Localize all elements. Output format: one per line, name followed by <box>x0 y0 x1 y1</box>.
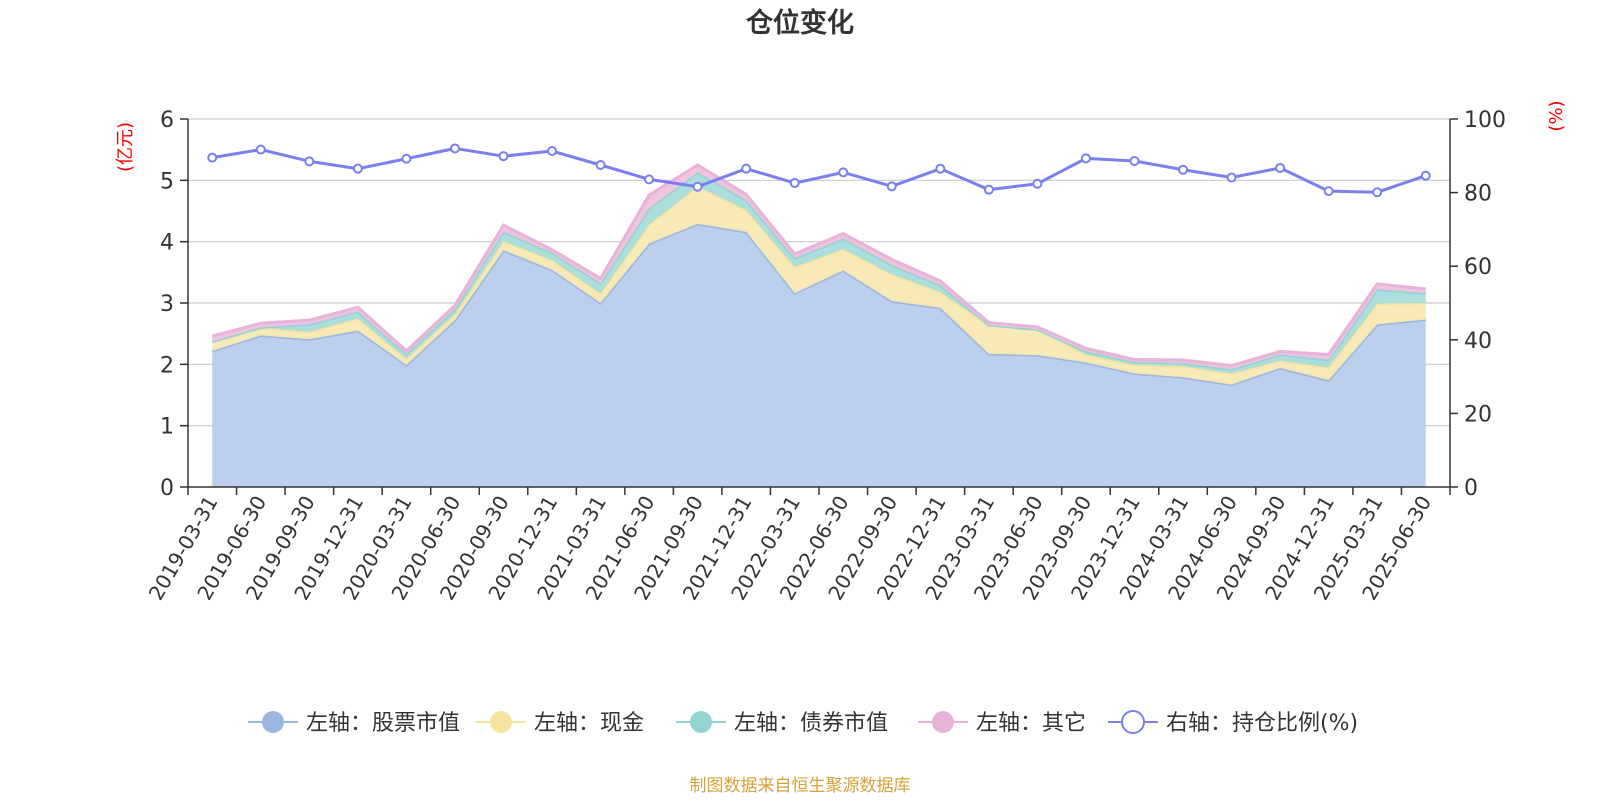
line-右轴：持仓比例(%) <box>212 146 1427 194</box>
left-axis-tick-label: 0 <box>160 476 174 501</box>
legend-label: 左轴：其它 <box>976 711 1086 736</box>
right-axis-tick-label: 0 <box>1464 476 1478 501</box>
right-axis-tick-label: 80 <box>1464 182 1492 207</box>
line-point[interactable] <box>935 163 946 174</box>
line-point[interactable] <box>789 178 800 189</box>
legend-circle-icon <box>932 711 954 733</box>
line-point[interactable] <box>741 163 752 174</box>
line-point[interactable] <box>352 163 363 174</box>
legend-circle-icon <box>490 711 512 733</box>
right-axis-tick-label: 100 <box>1464 108 1506 133</box>
left-axis-tick-label: 4 <box>160 231 174 256</box>
line-point[interactable] <box>1080 153 1091 164</box>
left-axis-tick-label: 6 <box>160 108 174 133</box>
left-axis-tick-label: 2 <box>160 353 174 378</box>
line-point[interactable] <box>1372 187 1383 198</box>
position-ratio-line <box>207 143 1431 198</box>
line-point[interactable] <box>838 167 849 178</box>
line-point[interactable] <box>1420 170 1431 181</box>
line-point[interactable] <box>401 153 412 164</box>
line-point[interactable] <box>692 181 703 192</box>
line-point[interactable] <box>886 181 897 192</box>
line-point[interactable] <box>449 143 460 154</box>
left-axis-tick-label: 5 <box>160 169 174 194</box>
chart-title: 仓位变化 <box>745 7 854 39</box>
area-左轴：股票市值 <box>212 223 1426 487</box>
legend-item[interactable]: 左轴：现金 <box>476 711 644 736</box>
data-source-note: 制图数据来自恒生聚源数据库 <box>690 776 911 796</box>
line-point[interactable] <box>304 156 315 167</box>
legend-circle-icon <box>1121 710 1145 734</box>
left-axis-tick-label: 3 <box>160 292 174 317</box>
legend-item[interactable]: 左轴：债券市值 <box>676 711 888 736</box>
line-point[interactable] <box>1178 164 1189 175</box>
legend-circle-icon <box>690 711 712 733</box>
line-point[interactable] <box>644 174 655 185</box>
right-axis-tick-label: 60 <box>1464 255 1492 280</box>
right-axis-unit-label: (%) <box>1546 100 1567 131</box>
legend-circle-icon <box>262 711 284 733</box>
left-axis-unit-label: (亿元) <box>115 122 136 172</box>
legend-label: 左轴：股票市值 <box>306 711 460 736</box>
line-point[interactable] <box>498 151 509 162</box>
area-edge-左轴：其它 <box>211 163 1426 368</box>
legend-label: 左轴：现金 <box>534 711 644 736</box>
stacked-areas <box>211 163 1426 487</box>
line-point[interactable] <box>1323 186 1334 197</box>
left-axis-tick-label: 1 <box>160 415 174 440</box>
line-point[interactable] <box>207 152 218 163</box>
line-point[interactable] <box>983 184 994 195</box>
line-point[interactable] <box>255 144 266 155</box>
legend[interactable]: 左轴：股票市值 左轴：现金 左轴：债券市值 左轴：其它 右轴：持仓比例(%) <box>248 710 1358 736</box>
legend-label: 左轴：债券市值 <box>734 711 888 736</box>
line-point[interactable] <box>547 146 558 157</box>
legend-label: 右轴：持仓比例(%) <box>1166 711 1358 736</box>
line-point[interactable] <box>1226 172 1237 183</box>
line-point[interactable] <box>595 160 606 170</box>
line-point[interactable] <box>1032 178 1043 189</box>
line-point[interactable] <box>1275 162 1286 173</box>
right-axis-tick-label: 40 <box>1464 329 1492 354</box>
right-axis-tick-label: 20 <box>1464 402 1492 427</box>
legend-item[interactable]: 右轴：持仓比例(%) <box>1108 710 1358 736</box>
legend-item[interactable]: 左轴：其它 <box>918 711 1086 736</box>
line-point[interactable] <box>1129 155 1140 166</box>
legend-item[interactable]: 左轴：股票市值 <box>248 711 460 736</box>
